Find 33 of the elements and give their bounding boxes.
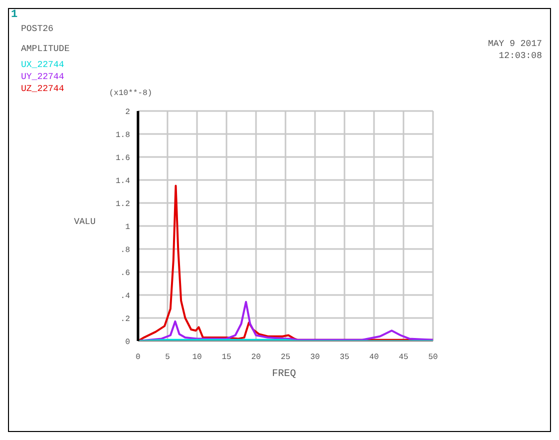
text: UZ_22744 — [21, 83, 64, 95]
y-tick-label: 1.4 — [116, 176, 130, 186]
x-axis-title: FREQ — [272, 369, 296, 380]
x-tick-label: 0 — [136, 353, 141, 362]
text: UX_22744 — [21, 59, 64, 71]
text: (x10**-8) — [109, 89, 152, 98]
text: 1 — [11, 9, 18, 21]
text: UY_22744 — [21, 71, 64, 83]
y-tick-label: .8 — [120, 246, 130, 255]
y-tick-label: 2 — [125, 108, 130, 117]
text: 12:03:08 — [498, 51, 542, 61]
y-tick-label: .6 — [120, 268, 130, 278]
x-tick-label: 5 — [165, 353, 170, 362]
x-tick-label: 20 — [251, 353, 261, 362]
text: MAY 9 2017 — [488, 39, 542, 49]
text: AMPLITUDE — [21, 44, 70, 54]
y-tick-label: 1.2 — [116, 200, 130, 209]
x-tick-label: 10 — [192, 353, 202, 362]
x-tick-label: 35 — [340, 353, 350, 362]
x-tick-label: 30 — [310, 353, 320, 362]
y-tick-label: 1 — [125, 222, 130, 232]
x-tick-label: 50 — [428, 353, 438, 362]
y-tick-label: .2 — [120, 314, 130, 324]
x-tick-label: 15 — [222, 353, 232, 362]
x-tick-label: 25 — [280, 353, 290, 362]
text: POST26 — [21, 24, 54, 34]
y-tick-label: 1.6 — [116, 154, 130, 163]
y-tick-label: .4 — [120, 292, 130, 301]
y-tick-label: 1.8 — [116, 130, 130, 140]
x-tick-label: 40 — [369, 353, 379, 362]
y-axis-title: VALU — [74, 217, 96, 227]
y-tick-label: 0 — [125, 338, 130, 347]
x-tick-label: 45 — [398, 353, 408, 362]
